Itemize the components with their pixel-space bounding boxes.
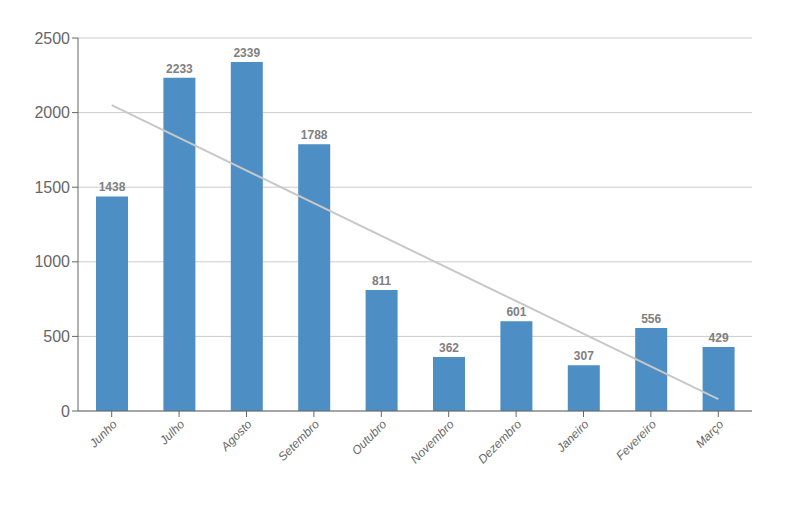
svg-text:601: 601 xyxy=(506,305,526,319)
svg-text:1788: 1788 xyxy=(301,128,328,142)
svg-text:2500: 2500 xyxy=(34,30,70,47)
svg-text:429: 429 xyxy=(709,331,729,345)
svg-text:1000: 1000 xyxy=(34,253,70,270)
svg-text:Dezembro: Dezembro xyxy=(475,417,524,466)
svg-text:362: 362 xyxy=(439,341,459,355)
svg-text:Julho: Julho xyxy=(156,417,187,448)
svg-text:2233: 2233 xyxy=(166,62,193,76)
svg-text:Fevereiro: Fevereiro xyxy=(613,417,659,463)
svg-text:Novembro: Novembro xyxy=(408,417,457,466)
svg-text:811: 811 xyxy=(372,274,392,288)
svg-text:1438: 1438 xyxy=(99,180,126,194)
svg-text:Setembro: Setembro xyxy=(275,417,322,464)
svg-text:Outubro: Outubro xyxy=(349,417,390,458)
svg-text:2000: 2000 xyxy=(34,104,70,121)
svg-text:0: 0 xyxy=(61,403,70,420)
svg-text:Agosto: Agosto xyxy=(218,417,255,454)
svg-text:Junho: Junho xyxy=(86,417,120,451)
svg-text:1500: 1500 xyxy=(34,179,70,196)
svg-text:556: 556 xyxy=(641,312,661,326)
svg-text:Janeiro: Janeiro xyxy=(553,417,592,456)
svg-text:Março: Março xyxy=(693,417,727,451)
svg-text:500: 500 xyxy=(43,328,70,345)
svg-text:2339: 2339 xyxy=(233,46,260,60)
svg-text:307: 307 xyxy=(574,349,594,363)
